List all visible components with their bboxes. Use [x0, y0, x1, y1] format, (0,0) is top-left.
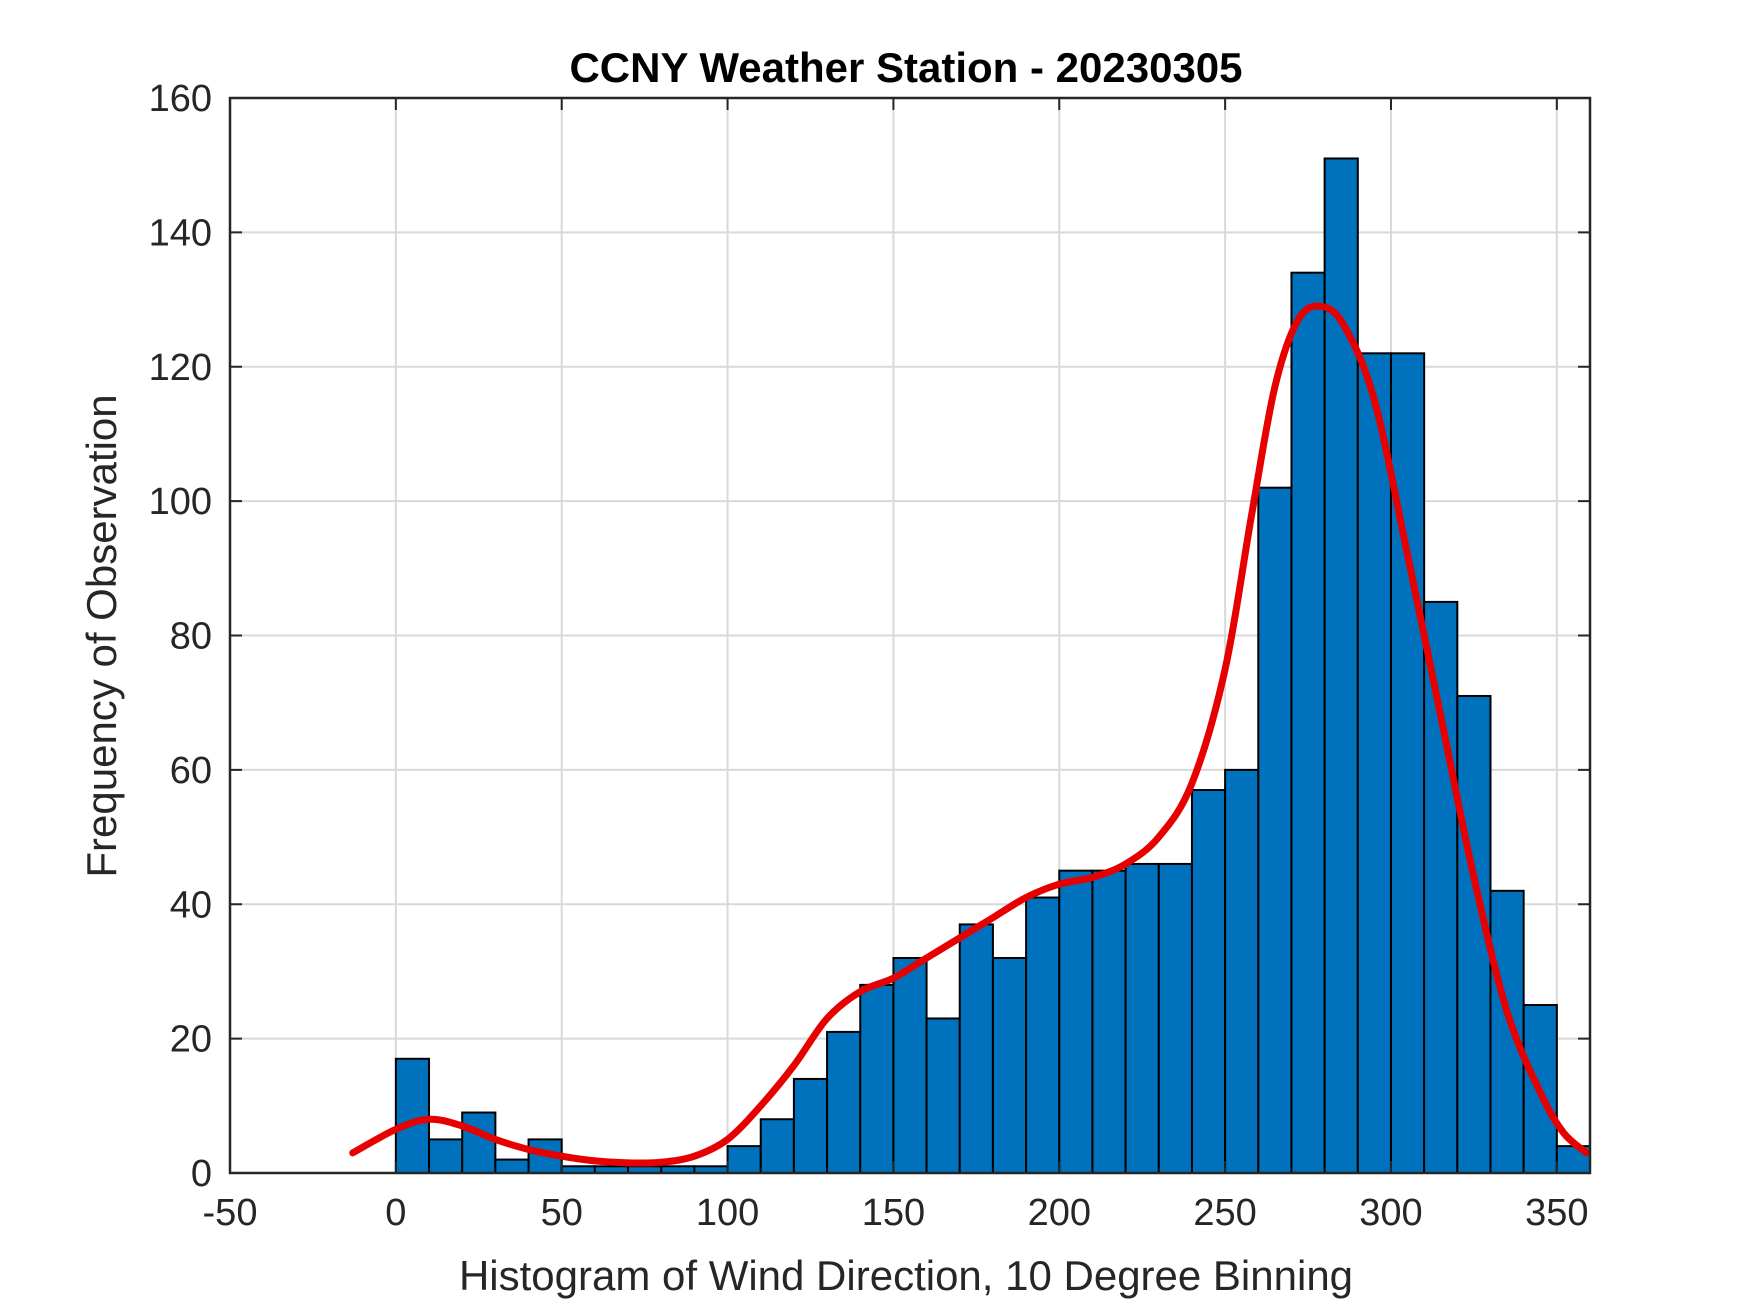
density-curve: [349, 302, 1591, 1167]
histogram-bar: [759, 1118, 795, 1174]
y-axis-label: Frequency of Observation: [78, 394, 125, 877]
histogram-bar: [1091, 869, 1127, 1174]
histogram-bar: [428, 1138, 464, 1174]
histogram-bar: [1058, 869, 1094, 1174]
x-axis-label: Histogram of Wind Direction, 10 Degree B…: [459, 1252, 1353, 1299]
y-tick-label: 120: [149, 347, 212, 389]
histogram-bar: [1290, 271, 1326, 1174]
histogram-bar: [1356, 352, 1392, 1174]
histogram-bar: [925, 1017, 961, 1174]
y-tick-label: 20: [170, 1019, 212, 1061]
x-tick-label: 150: [862, 1192, 925, 1234]
histogram-bars: [394, 157, 1591, 1174]
histogram-bar: [1224, 768, 1260, 1174]
histogram-bar: [1157, 862, 1193, 1174]
y-tick-label: 140: [149, 212, 212, 254]
histogram-bar: [726, 1145, 762, 1174]
histogram-bar: [1190, 789, 1227, 1174]
x-tick-label: 200: [1028, 1192, 1091, 1234]
y-tick-labels: 0 20 40 60 80 100 120 140 160: [149, 78, 212, 1195]
histogram-bar: [892, 957, 928, 1174]
x-tick-label: 100: [696, 1192, 759, 1234]
y-tick-label: 160: [149, 78, 212, 120]
histogram-bar: [394, 1057, 431, 1174]
axes-box: [228, 96, 1592, 1175]
density-curve-layer: [349, 302, 1591, 1167]
histogram-bar: [826, 1030, 862, 1174]
histogram-bar: [1389, 352, 1426, 1174]
y-tick-label: 80: [170, 616, 212, 658]
histogram-bar: [1489, 889, 1525, 1174]
y-tick-label: 100: [149, 481, 212, 523]
histogram-bar: [991, 957, 1028, 1174]
histogram-bar: [958, 923, 994, 1174]
histogram-bar: [1124, 862, 1160, 1174]
x-tick-label: 300: [1359, 1192, 1422, 1234]
histogram-bar: [859, 983, 895, 1174]
histogram-bar: [1423, 600, 1459, 1174]
histogram-bar: [1025, 896, 1061, 1174]
x-tick-label: 50: [541, 1192, 583, 1234]
y-tick-label: 60: [170, 750, 212, 792]
x-tick-label: -50: [203, 1192, 258, 1234]
chart-title: CCNY Weather Station - 20230305: [569, 44, 1242, 91]
x-tick-label: 250: [1193, 1192, 1256, 1234]
histogram-bar: [461, 1111, 497, 1174]
x-tick-labels: -50 0 50 100 150 200 250 300 350: [203, 1192, 1589, 1234]
x-tick-label: 0: [385, 1192, 406, 1234]
axes: [228, 96, 1592, 1175]
histogram-bar: [792, 1077, 829, 1174]
y-tick-label: 0: [191, 1153, 212, 1195]
histogram-bar: [1257, 486, 1293, 1174]
x-tick-label: 350: [1525, 1192, 1588, 1234]
histogram-bar: [494, 1158, 530, 1174]
y-tick-label: 40: [170, 884, 212, 926]
